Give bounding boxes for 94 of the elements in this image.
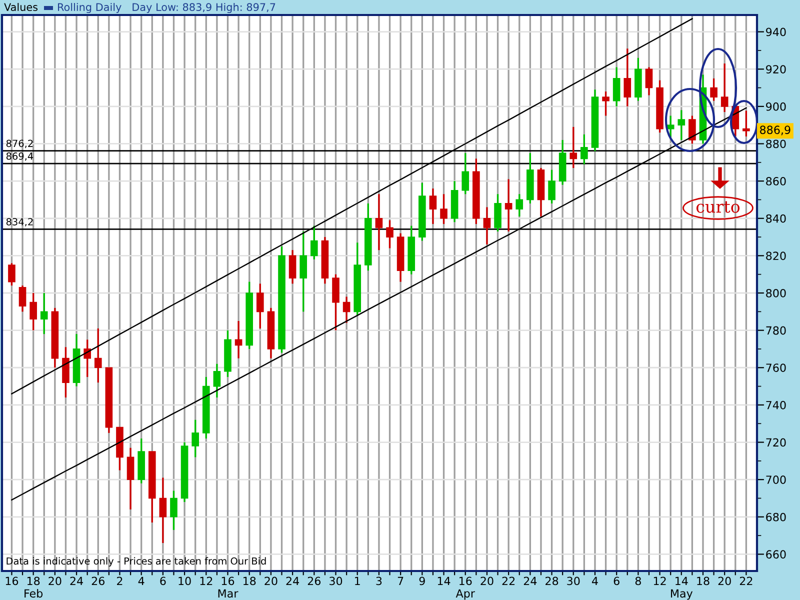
candlestick [483,206,491,246]
x-tick-label: 18 [243,576,256,586]
candlestick [548,169,556,204]
candlestick [30,292,37,332]
candlestick [720,62,728,113]
annotation: Data is indicative only - Prices are taken from Our Bid [6,557,266,567]
y-tick-label: 880 [766,140,786,148]
y-tick-label: 720 [766,438,786,447]
candlestick [742,110,750,138]
x-tick-label: 1 [355,576,360,585]
x-tick-label: 10 [178,576,191,586]
annotation: 886,9 [760,126,790,136]
candlestick [310,224,318,260]
candlestick [40,292,48,335]
candlestick [624,48,632,108]
x-tick-label: 30 [330,576,342,586]
x-tick-label: 20 [718,576,731,586]
y-tick-label: 760 [766,364,786,372]
x-tick-label: 14 [438,576,450,585]
x-tick-label: 20 [480,576,494,586]
x-tick-label: 22 [502,576,515,585]
x-tick-label: 16 Mar [218,576,238,598]
candlestick [440,193,448,225]
candlestick [126,447,134,510]
x-tick-label: 24 [286,576,299,585]
x-tick-label: 30 [567,576,580,586]
candlestick [678,109,686,141]
x-tick-label: 26 [308,576,321,586]
x-tick-label: 12 [654,576,666,585]
x-tick-label: 22 [740,576,752,585]
x-tick-label: 4 [138,576,144,585]
candlestick [516,193,524,218]
candlestick [8,262,16,286]
annotation: curto [696,201,740,213]
y-tick-label: 740 [766,400,786,410]
y-tick-label: 860 [766,177,786,186]
x-tick-label: 26 [92,576,104,586]
x-tick-label: 2 [117,576,122,585]
candlestick [288,249,296,285]
x-tick-label: 18 [697,576,710,586]
candlestick [18,284,26,312]
candlestick [234,320,242,360]
x-tick-label: 20 [48,576,62,586]
candlestick [612,66,620,108]
x-tick-label: 18 Feb [24,576,43,598]
candlestick [170,490,178,531]
candlestick [602,90,610,117]
candlestick [580,134,588,166]
candlestick [710,78,718,102]
candlestick [688,114,696,145]
candlestick [256,282,264,330]
candlestick [192,419,199,458]
x-tick-label: 24 [524,576,537,585]
x-tick-label: 14 May [670,576,693,600]
candlestick [159,476,167,544]
ref-line-label: 834,2 [6,218,33,226]
x-tick-label: 6 [160,576,166,586]
x-tick-label: 16 Apr [456,576,475,600]
chart-title: Values [4,2,38,12]
x-tick-label: 7 [398,576,404,585]
x-tick-label: 8 [635,576,641,586]
x-tick-label: 3 [376,576,382,586]
ref-line-label: 869,4 [6,152,34,161]
candlestick [386,219,394,250]
y-tick-label: 840 [766,214,786,223]
ref-line-label: 876,2 [6,140,33,148]
y-tick-label: 920 [766,65,786,74]
candlestick [375,193,383,251]
candlestick [504,178,512,232]
x-tick-label: 20 [264,576,278,586]
x-tick-label: 4 [592,576,598,585]
y-tick-label: 800 [766,288,786,298]
y-tick-label: 820 [766,252,786,260]
candlestick [213,363,221,398]
candlestick [300,230,308,312]
x-tick-label: 28 [546,576,558,586]
y-tick-label: 680 [766,512,786,522]
y-tick-label: 660 [766,550,786,559]
x-tick-label: 9 [419,576,425,586]
candlestick [462,152,470,195]
y-tick-label: 700 [766,476,786,484]
candlestick [570,126,578,169]
candlestick [342,296,350,324]
x-tick-label: 12 [200,576,212,585]
x-tick-label: 16 [6,576,18,586]
y-tick-label: 780 [766,326,786,335]
candlestick [429,188,437,225]
candlestick [645,66,653,96]
x-tick-label: 24 [70,576,83,585]
candlestick [94,328,102,384]
chart-subtitle: Rolling Daily Day Low: 883,9 High: 897,7 [58,2,276,14]
x-tick-label: 6 [614,576,620,586]
y-tick-label: 900 [766,102,786,111]
y-tick-label: 940 [766,28,786,36]
